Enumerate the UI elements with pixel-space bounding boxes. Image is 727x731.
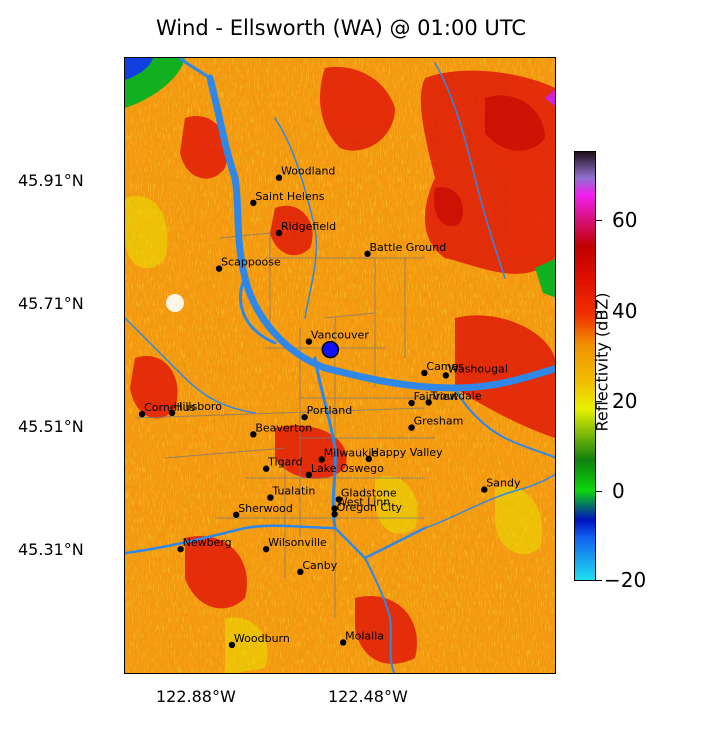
- city-label: Gladstone: [341, 486, 397, 499]
- city-label: Milwaukie: [324, 447, 379, 460]
- city-marker[interactable]: [262, 465, 270, 472]
- city-label: Gresham: [414, 415, 464, 428]
- radar-map-canvas: Woodland Saint Helens Ridgefield Battle Gro…: [125, 58, 555, 673]
- city-label: Woodland: [281, 165, 335, 178]
- city-label: Battle Ground: [370, 241, 447, 254]
- city-marker[interactable]: [275, 229, 283, 237]
- lon-label-122-48: 122.48°W: [328, 687, 408, 706]
- city-marker[interactable]: [331, 510, 338, 518]
- colorbar-tick: [596, 401, 602, 402]
- colorbar-tick-label: 60: [612, 208, 638, 232]
- city-marker[interactable]: [442, 372, 449, 379]
- lat-label-45-91: 45.91°N: [18, 171, 84, 190]
- beam-blockage-spot: [166, 294, 184, 312]
- city-marker[interactable]: [481, 486, 488, 493]
- city-label: Tualatin: [271, 485, 315, 498]
- lon-label-122-88: 122.88°W: [156, 687, 236, 706]
- city-label: West Linn: [337, 496, 391, 509]
- city-label: Tigard: [267, 456, 302, 469]
- city-label: Vancouver: [311, 329, 369, 342]
- city-label: Scappoose: [221, 256, 281, 269]
- city-marker[interactable]: [335, 496, 343, 503]
- city-marker[interactable]: [301, 413, 308, 421]
- radar-site-marker[interactable]: [321, 340, 340, 359]
- city-marker[interactable]: [339, 639, 347, 646]
- colorbar-tick-label: −20: [604, 568, 647, 592]
- core-echo-regions: [434, 95, 545, 227]
- city-label: Hillsboro: [174, 400, 222, 413]
- colorbar-tick-label: 0: [612, 479, 625, 503]
- city-marker[interactable]: [318, 456, 325, 463]
- city-label: Happy Valley: [371, 446, 443, 459]
- city-marker[interactable]: [233, 511, 240, 518]
- city-marker[interactable]: [408, 399, 415, 407]
- city-marker[interactable]: [250, 199, 257, 207]
- colorbar-tick: [596, 311, 602, 312]
- city-marker[interactable]: [275, 174, 283, 181]
- light-echo-regions: [125, 196, 543, 673]
- city-marker[interactable]: [215, 265, 223, 272]
- city-label: Canby: [302, 559, 337, 572]
- city-label: Washougal: [448, 362, 508, 375]
- city-label: Oregon City: [337, 501, 403, 514]
- city-label: Troutdale: [430, 389, 482, 402]
- rivers: [125, 58, 555, 673]
- city-label: Beaverton: [255, 421, 312, 434]
- city-label: Lake Oswego: [311, 462, 384, 475]
- city-marker[interactable]: [305, 338, 313, 345]
- city-marker[interactable]: [364, 250, 371, 258]
- city-label: Woodburn: [234, 632, 290, 645]
- city-label: Saint Helens: [255, 190, 324, 203]
- city-marker[interactable]: [228, 641, 236, 649]
- colorbar-tick-label: 40: [612, 299, 638, 323]
- reflectivity-colorbar: [574, 151, 596, 581]
- city-marker[interactable]: [297, 568, 304, 576]
- city-marker[interactable]: [408, 424, 415, 431]
- city-marker[interactable]: [421, 369, 428, 377]
- city-marker[interactable]: [262, 545, 270, 553]
- colorbar-tick: [596, 580, 602, 581]
- colorbar-tick: [596, 220, 602, 221]
- city-label: Fairview: [414, 390, 459, 403]
- city-marker[interactable]: [250, 431, 257, 438]
- city-marker[interactable]: [305, 471, 313, 479]
- city-marker[interactable]: [425, 399, 432, 406]
- lat-label-45-31: 45.31°N: [18, 540, 84, 559]
- lat-label-45-51: 45.51°N: [18, 417, 84, 436]
- radar-map[interactable]: Woodland Saint Helens Ridgefield Battle Gro…: [124, 57, 556, 674]
- city-marker[interactable]: [267, 494, 274, 501]
- city-label: Camas: [426, 360, 464, 373]
- city-label: Wilsonville: [268, 536, 327, 549]
- chart-title: Wind - Ellsworth (WA) @ 01:00 UTC: [155, 16, 526, 40]
- city-label: Cornelius: [144, 401, 196, 414]
- city-marker[interactable]: [331, 505, 338, 512]
- colorbar-tick-label: 20: [612, 389, 638, 413]
- city-marker[interactable]: [365, 455, 373, 463]
- city-marker[interactable]: [168, 409, 176, 417]
- city-label: Sherwood: [238, 502, 293, 515]
- city-label: Newberg: [183, 536, 232, 549]
- city-label: Molalla: [345, 629, 384, 642]
- city-label: Ridgefield: [281, 220, 336, 233]
- colorbar-tick: [596, 491, 602, 492]
- lat-label-45-71: 45.71°N: [18, 294, 84, 313]
- city-marker[interactable]: [138, 410, 146, 418]
- low-echo-corner: [125, 58, 555, 298]
- city-label: Sandy: [486, 477, 521, 490]
- colorbar-unit-label: Reflectivity (dBZ): [592, 292, 612, 432]
- city-marker[interactable]: [177, 545, 184, 553]
- city-layer: Woodland Saint Helens Ridgefield Battle Gro…: [138, 165, 521, 649]
- city-label: Portland: [307, 404, 353, 417]
